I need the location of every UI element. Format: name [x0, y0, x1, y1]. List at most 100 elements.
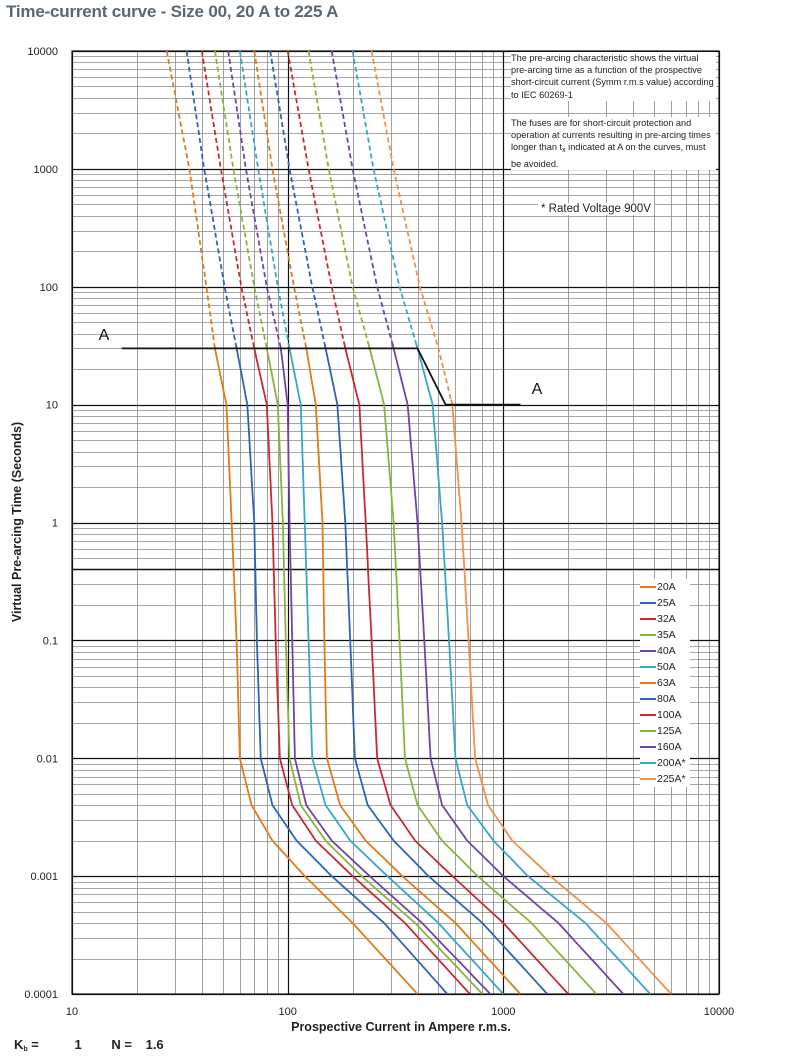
legend-item: 125A [640, 723, 686, 739]
legend-label: 40A [657, 645, 676, 657]
legend-item: 100A [640, 707, 686, 723]
series-225a-solid [450, 399, 672, 995]
legend-item: 63A [640, 675, 686, 691]
y-tick-label: 0.01 [37, 753, 58, 765]
page-title: Time-current curve - Size 00, 20 A to 22… [6, 2, 339, 21]
series-40a-dashed [227, 50, 281, 344]
legend-swatch [640, 666, 656, 669]
legend-label: 125A [657, 725, 682, 737]
legend-swatch [640, 682, 656, 685]
series-20a-dashed [165, 50, 216, 344]
legend-item: 40A [640, 643, 686, 659]
series-25a-dashed [185, 50, 237, 344]
legend-label: 20A [657, 581, 676, 593]
legend-item: 32A [640, 611, 686, 627]
legend-swatch [640, 650, 656, 653]
series-80a-solid [323, 343, 549, 995]
legend: 20A 25A 32A 35A 40A 50A 63A 80A 100A 125A 160A 200A… [640, 579, 690, 787]
y-tick-label: 0.0001 [24, 989, 58, 1001]
y-axis-label: Virtual Pre-arcing Time (Seconds) [10, 422, 24, 622]
note-short-circuit: The fuses are for short-circuit protecti… [511, 117, 716, 170]
limit-line-group: AA [99, 327, 543, 406]
y-tick-label: 0.1 [43, 635, 58, 647]
legend-item: 35A [640, 627, 686, 643]
legend-label: 160A [657, 741, 682, 753]
legend-swatch [640, 714, 656, 717]
series-200a-solid [415, 342, 651, 995]
series-50a-solid [287, 343, 504, 995]
series-200a-dashed [351, 50, 417, 344]
series-35a-solid [264, 343, 484, 995]
series-32a-dashed [200, 50, 255, 344]
rated-voltage-note: * Rated Voltage 900V [538, 203, 654, 215]
legend-swatch [640, 730, 656, 733]
note2-subscript: x [562, 147, 566, 155]
legend-swatch [640, 778, 656, 781]
kb-equals: = [27, 1037, 39, 1052]
x-tick-label: 1000 [491, 1006, 515, 1018]
n-label: N = [111, 1037, 132, 1052]
series-100a-dashed [286, 50, 346, 344]
series-50a-dashed [238, 50, 290, 344]
grid-major [71, 50, 721, 996]
y-tick-label: 1000 [34, 164, 58, 176]
legend-item: 200A* [640, 755, 686, 771]
note2-text-b: indicated at A on the curves, must be av… [511, 142, 706, 169]
series-80a-dashed [269, 50, 326, 344]
plot-frame [71, 50, 720, 995]
kb-subscript: b [23, 1046, 28, 1053]
series-group [165, 50, 672, 995]
tick-labels: 10 100 1000 10000 0.0001 0.001 0.01 0.1 1 10 100 10… [24, 46, 734, 1018]
legend-swatch [640, 602, 656, 605]
series-32a-solid [252, 343, 471, 995]
legend-label: 63A [657, 677, 676, 689]
series-160a-solid [391, 342, 624, 995]
series-35a-dashed [214, 50, 267, 344]
legend-item: 20A [640, 579, 686, 595]
note2-text-a: The fuses are for short-circuit protecti… [511, 118, 711, 153]
limit-label-a-left: A [99, 327, 110, 344]
legend-item: 50A [640, 659, 686, 675]
legend-item: 25A [640, 595, 686, 611]
series-63a-solid [304, 343, 522, 995]
limit-label-a-right: A [532, 381, 543, 398]
legend-item: 225A* [640, 771, 686, 787]
series-125a-solid [367, 342, 598, 995]
y-tick-label: 1 [52, 518, 58, 530]
kb-label: K [14, 1037, 24, 1052]
note-pre-arcing: The pre-arcing characteristic shows the … [511, 52, 716, 101]
series-100a-solid [343, 343, 569, 995]
legend-label: 200A* [657, 757, 686, 769]
series-40a-solid [278, 342, 491, 995]
n-value: 1.6 [145, 1037, 164, 1052]
y-tick-label: 10000 [27, 46, 58, 58]
y-tick-label: 10 [46, 400, 58, 412]
series-63a-dashed [253, 50, 307, 344]
legend-item: 80A [640, 691, 686, 707]
grid-minor [72, 51, 719, 994]
series-20a-solid [213, 343, 419, 995]
x-axis-label: Prospective Current in Ampere r.m.s. [291, 1020, 511, 1034]
legend-label: 50A [657, 661, 676, 673]
y-tick-label: 100 [40, 282, 58, 294]
legend-swatch [640, 618, 656, 621]
series-25a-solid [234, 343, 448, 995]
legend-swatch [640, 698, 656, 701]
legend-swatch [640, 586, 656, 589]
limit-line-a [121, 347, 521, 406]
legend-label: 80A [657, 693, 676, 705]
x-tick-label: 10 [66, 1006, 78, 1018]
legend-label: 25A [657, 597, 676, 609]
y-tick-label: 0.001 [30, 871, 58, 883]
legend-label: 32A [657, 613, 676, 625]
legend-swatch [640, 762, 656, 765]
series-225a-dashed [370, 50, 453, 401]
legend-swatch [640, 746, 656, 749]
footer-parameters: Kb = 1 N = 1.6 [14, 1037, 164, 1053]
legend-swatch [640, 634, 656, 637]
kb-value: 1 [74, 1037, 82, 1052]
legend-label: 35A [657, 629, 676, 641]
series-160a-dashed [330, 50, 394, 344]
legend-item: 160A [640, 739, 686, 755]
